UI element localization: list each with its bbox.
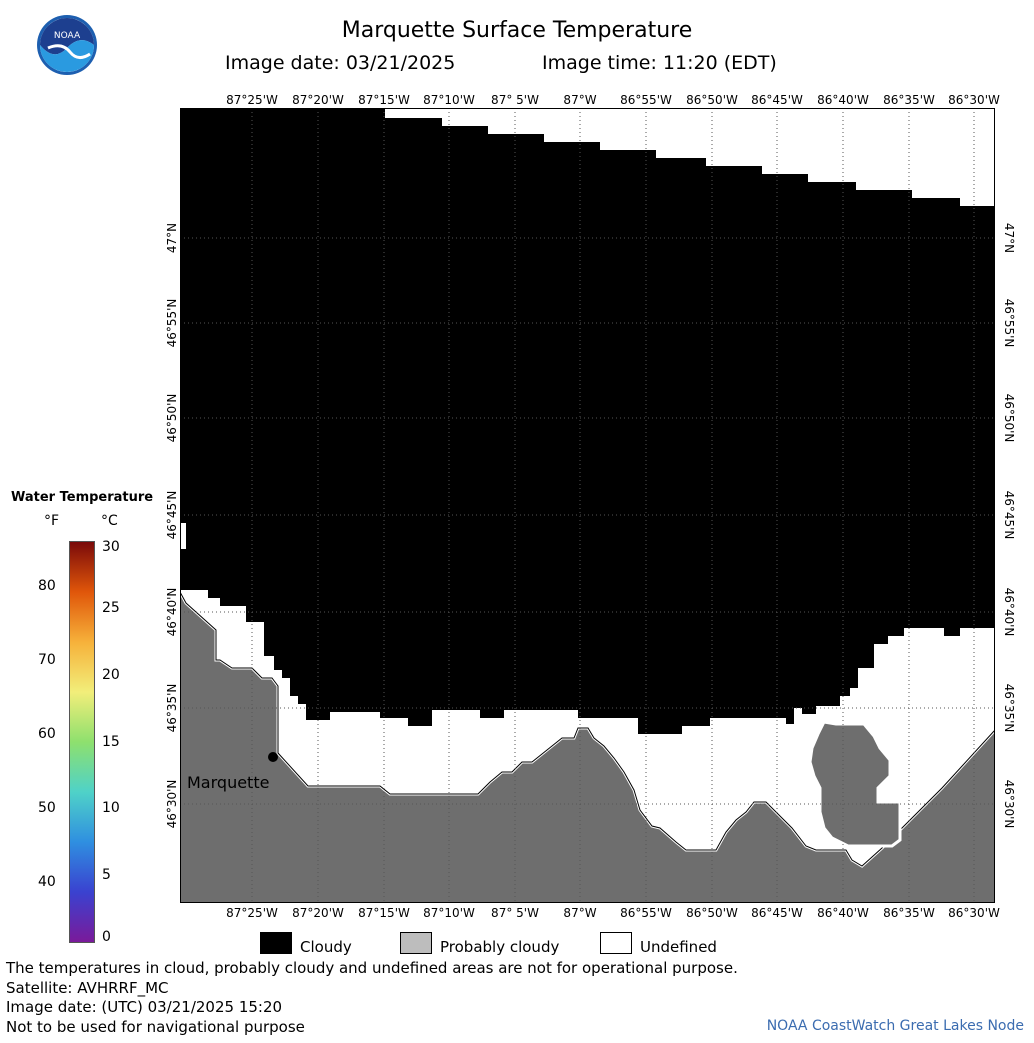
disclaimer-note: The temperatures in cloud, probably clou…: [6, 959, 738, 977]
land-coastline-inner: [179, 591, 996, 867]
unit-f: °F: [44, 513, 60, 529]
lon-tick-bottom: 87°15'W: [358, 906, 410, 920]
lat-tick-left: 46°55'N: [165, 298, 179, 348]
lon-tick-bottom: 87°W: [563, 906, 597, 920]
c-tick: 0: [102, 929, 111, 945]
lon-tick-top: 87°W: [563, 93, 597, 107]
key-swatch-cloudy: [260, 932, 292, 954]
lon-tick-top: 86°50'W: [686, 93, 738, 107]
image-date: Image date: 03/21/2025: [225, 52, 456, 74]
noaa-logo-icon: NOAA: [37, 15, 97, 75]
lon-tick-bottom: 86°40'W: [817, 906, 869, 920]
lon-tick-bottom: 86°50'W: [686, 906, 738, 920]
credit-link[interactable]: NOAA CoastWatch Great Lakes Node: [766, 1018, 1024, 1034]
f-tick: 60: [38, 726, 56, 742]
lon-tick-bottom: 86°35'W: [883, 906, 935, 920]
lon-tick-top: 86°55'W: [620, 93, 672, 107]
c-tick: 5: [102, 867, 111, 883]
page-title: Marquette Surface Temperature: [341, 18, 693, 43]
lon-tick-top: 87°10'W: [423, 93, 475, 107]
noaa-logo: NOAA: [36, 14, 98, 76]
lon-tick-top: 87°15'W: [358, 93, 410, 107]
island-land: [808, 720, 902, 848]
lat-tick-left: 46°50'N: [165, 393, 179, 443]
c-tick: 20: [102, 667, 120, 683]
marquette-marker: [268, 752, 278, 762]
marquette-label: Marquette: [187, 773, 269, 792]
satellite-info: Satellite: AVHRRF_MC: [6, 979, 169, 997]
f-tick: 70: [38, 652, 56, 668]
map-panel: Marquette: [178, 108, 997, 903]
key-swatch-probably-cloudy: [400, 932, 432, 954]
c-tick: 15: [102, 734, 120, 750]
lat-tick-left: 46°40'N: [165, 587, 179, 637]
unit-c: °C: [101, 513, 118, 529]
utc-date: Image date: (UTC) 03/21/2025 15:20: [6, 998, 283, 1016]
lon-tick-top: 86°45'W: [751, 93, 803, 107]
lat-tick-right: 46°30'N: [1002, 779, 1016, 829]
lon-tick-bottom: 87° 5'W: [491, 906, 539, 920]
lon-tick-top: 87° 5'W: [491, 93, 539, 107]
c-tick: 10: [102, 800, 120, 816]
graticule: [180, 108, 995, 903]
undefined-patch: [180, 523, 186, 549]
lon-tick-bottom: 86°30'W: [948, 906, 1000, 920]
lon-tick-bottom: 87°10'W: [423, 906, 475, 920]
key-swatch-undefined: [600, 932, 632, 954]
lon-tick-bottom: 87°25'W: [226, 906, 278, 920]
lat-tick-right: 46°55'N: [1002, 298, 1016, 348]
lon-tick-top: 86°40'W: [817, 93, 869, 107]
lon-tick-bottom: 86°45'W: [751, 906, 803, 920]
map-border: [180, 108, 995, 903]
key-label-undefined: Undefined: [640, 938, 717, 956]
lon-tick-top: 87°20'W: [292, 93, 344, 107]
lat-tick-right: 46°35'N: [1002, 683, 1016, 733]
lon-tick-bottom: 86°55'W: [620, 906, 672, 920]
svg-text:NOAA: NOAA: [54, 31, 81, 41]
lat-tick-left: 46°30'N: [165, 779, 179, 829]
lat-tick-right: 46°40'N: [1002, 587, 1016, 637]
c-tick: 25: [102, 600, 120, 616]
legend-title: Water Temperature: [11, 490, 154, 505]
f-tick: 40: [38, 874, 56, 890]
lon-tick-top: 87°25'W: [226, 93, 278, 107]
temperature-colorbar: [69, 541, 95, 943]
key-label-probably-cloudy: Probably cloudy: [440, 938, 560, 956]
lat-tick-right: 46°45'N: [1002, 490, 1016, 540]
image-time: Image time: 11:20 (EDT): [542, 52, 777, 74]
map-svg: Marquette: [178, 108, 997, 903]
c-tick: 30: [102, 539, 120, 555]
lat-tick-right: 46°50'N: [1002, 393, 1016, 443]
lat-tick-left: 47°N: [165, 222, 179, 254]
lon-tick-bottom: 87°20'W: [292, 906, 344, 920]
land-area: [180, 592, 995, 903]
f-tick: 80: [38, 578, 56, 594]
lon-tick-top: 86°35'W: [883, 93, 935, 107]
lat-tick-left: 46°45'N: [165, 490, 179, 540]
f-tick: 50: [38, 800, 56, 816]
key-label-cloudy: Cloudy: [300, 938, 352, 956]
lon-tick-top: 86°30'W: [948, 93, 1000, 107]
lat-tick-left: 46°35'N: [165, 683, 179, 733]
lat-tick-right: 47°N: [1002, 222, 1016, 254]
nav-warning: Not to be used for navigational purpose: [6, 1018, 305, 1036]
